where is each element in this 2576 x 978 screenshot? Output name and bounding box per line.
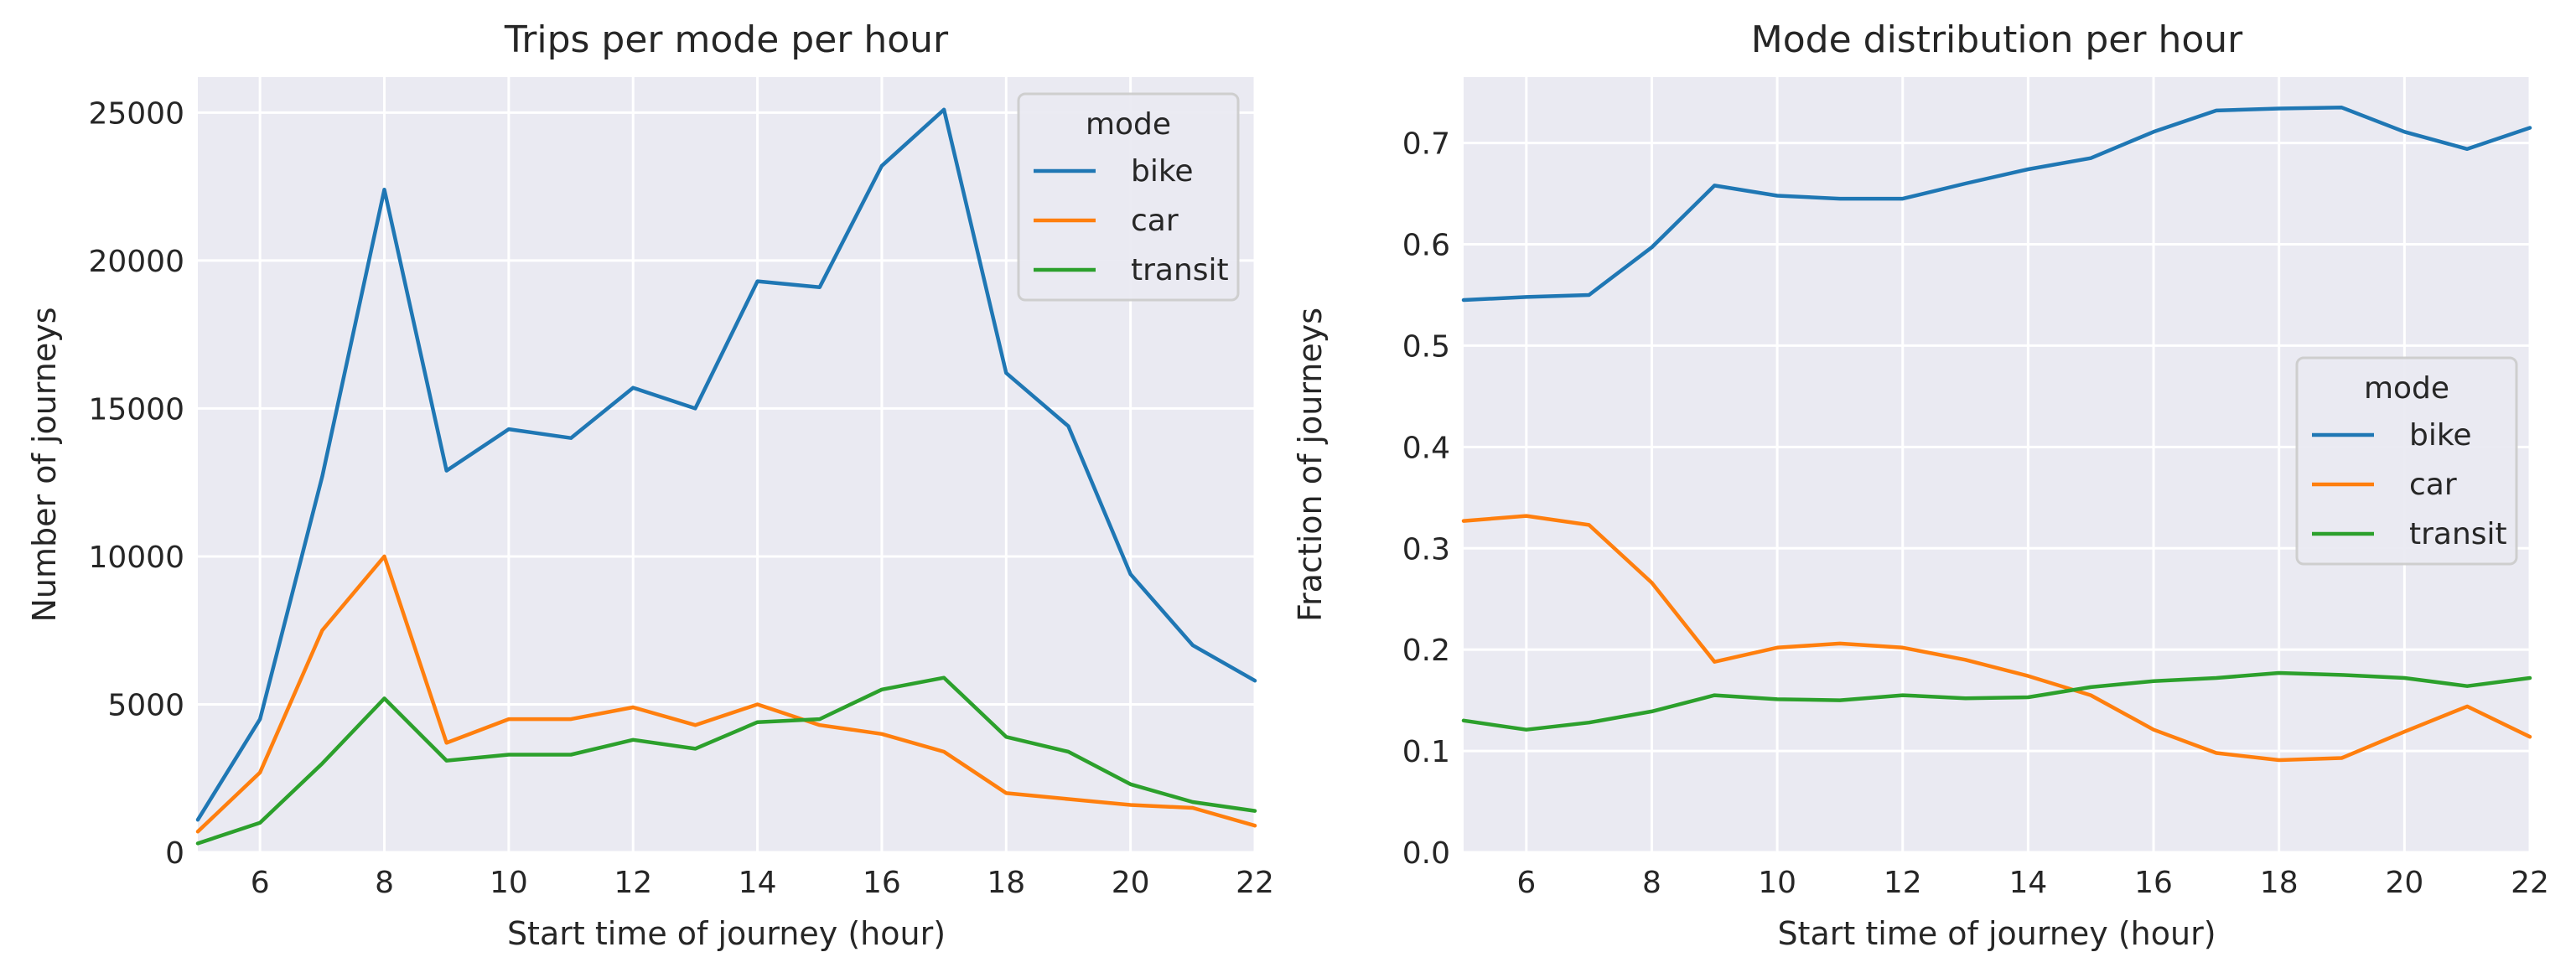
x-tick-label: 18 [987,866,1025,900]
series-line-bike [195,107,1257,822]
legend-box [2295,356,2518,566]
x-tick-label: 18 [2260,866,2299,900]
legend-title: mode [2364,371,2449,406]
y-axis-label: Number of journeys [26,307,63,622]
x-tick-label: 14 [2009,866,2048,900]
legend-label-bike: bike [2409,418,2472,453]
legend-box [1017,92,1240,302]
y-tick-label: 0.0 [1402,836,1450,871]
series-line-bike [1461,106,2532,303]
legend-label-bike: bike [1131,154,1194,189]
x-tick-label: 20 [1112,866,1150,900]
x-tick-label: 22 [2511,866,2549,900]
x-tick-label: 8 [375,866,394,900]
x-tick-label: 12 [1884,866,1922,900]
y-tick-label: 0 [165,836,184,871]
legend-title: mode [1086,107,1171,142]
y-tick-label: 0.4 [1402,431,1450,465]
x-tick-label: 6 [1516,866,1536,900]
x-tick-label: 14 [739,866,777,900]
y-tick-label: 0.3 [1402,532,1450,567]
mode-distribution-chart: 6 8 10 12 14 16 18 20 22 0.0 0.1 0.2 0.3 0.4 0.5 0.6 0.7… [1292,18,2549,952]
x-tick-label: 10 [1758,866,1796,900]
x-tick-label: 12 [614,866,652,900]
y-tick-label: 0.7 [1402,127,1450,162]
x-tick-label: 16 [2134,866,2173,900]
y-tick-label: 25000 [88,96,184,131]
x-tick-label: 22 [1236,866,1274,900]
y-tick-label: 15000 [88,392,184,427]
legend-label-car: car [1131,204,1179,238]
x-tick-label: 16 [863,866,901,900]
x-axis-label: Start time of journey (hour) [1777,915,2216,952]
chart-title: Trips per mode per hour [504,18,949,61]
x-tick-label: 8 [1642,866,1661,900]
x-axis-label: Start time of journey (hour) [507,915,946,952]
legend-label-transit: transit [1131,253,1229,287]
y-tick-label: 0.2 [1402,634,1450,668]
x-tick-label: 10 [490,866,528,900]
series-line-car [195,554,1257,834]
y-tick-label: 0.1 [1402,735,1450,769]
legend-label-car: car [2409,468,2457,502]
chart-title: Mode distribution per hour [1751,18,2243,61]
y-tick-label: 20000 [88,245,184,279]
x-tick-label: 6 [251,866,270,900]
x-tick-label: 20 [2385,866,2423,900]
y-axis-label: Fraction of journeys [1292,308,1329,622]
legend-label-transit: transit [2409,517,2507,551]
legend: mode bike car transit [2295,356,2518,566]
series-line-transit [1461,670,2532,732]
trips-per-mode-chart: 6 8 10 12 14 16 18 20 22 0 5000 10000 15000 20000 2500… [26,18,1274,952]
y-tick-label: 5000 [107,688,184,722]
series-line-transit [195,675,1257,846]
y-tick-label: 0.5 [1402,329,1450,364]
y-tick-label: 10000 [88,541,184,575]
y-tick-label: 0.6 [1402,229,1450,263]
legend: mode bike car transit [1017,92,1240,302]
series-line-car [1461,514,2532,763]
